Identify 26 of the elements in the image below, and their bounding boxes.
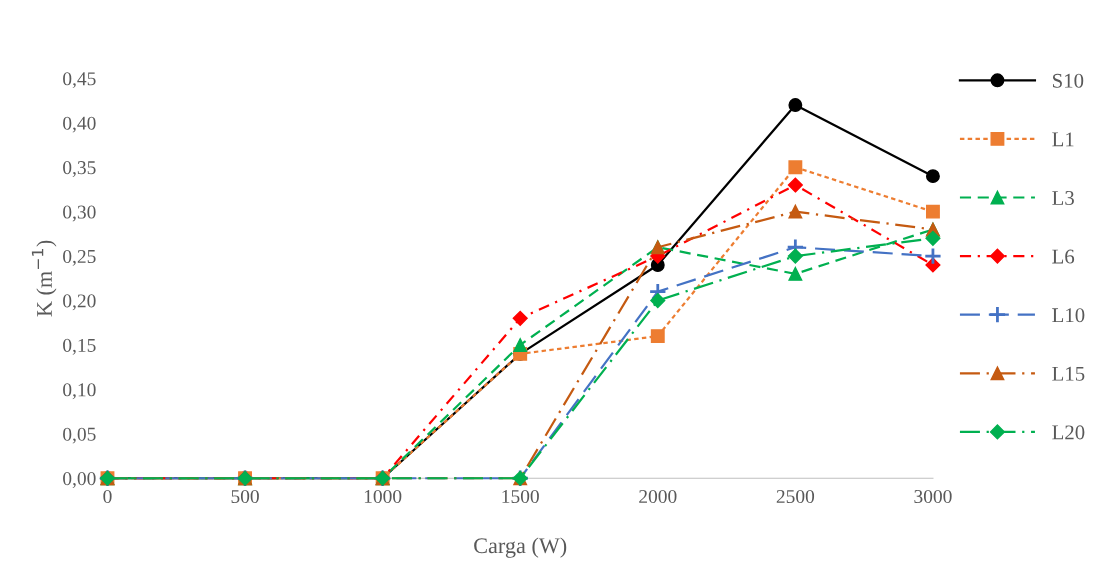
y-tick-label: 0,05 xyxy=(63,427,96,444)
legend-label: L6 xyxy=(1052,249,1075,264)
y-tick-label: 0,35 xyxy=(63,161,96,177)
x-tick-label: 500 xyxy=(231,489,259,504)
x-tick-label: 2000 xyxy=(639,489,677,504)
x-tick-label: 3000 xyxy=(914,489,952,504)
x-tick-label: 1500 xyxy=(502,489,539,504)
y-tick-label: 0,25 xyxy=(63,249,96,266)
x-tick-label: 2500 xyxy=(776,489,815,504)
y-tick-label: 0,45 xyxy=(63,72,96,89)
y-tick-label: 0,10 xyxy=(63,383,96,400)
x-tick-label: 1000 xyxy=(364,489,402,504)
legend-label: S10 xyxy=(1053,73,1084,88)
y-tick-label: 0,00 xyxy=(63,472,96,488)
legend-label: L10 xyxy=(1052,308,1085,323)
legend-label: L15 xyxy=(1052,366,1085,381)
legend-label: L3 xyxy=(1052,191,1074,205)
legend-label: L20 xyxy=(1052,425,1085,440)
x-axis-title: Carga (W) xyxy=(474,537,567,558)
y-tick-label: 0,20 xyxy=(63,294,96,311)
legend-label: L1 xyxy=(1052,132,1074,147)
x-tick-label: 0 xyxy=(103,489,112,504)
y-tick-label: 0,40 xyxy=(63,116,96,133)
y-tick-label: 0,30 xyxy=(63,205,96,222)
y-axis-title: K (m$^{−1}$) xyxy=(31,240,57,317)
y-tick-label: 0,15 xyxy=(63,338,96,355)
